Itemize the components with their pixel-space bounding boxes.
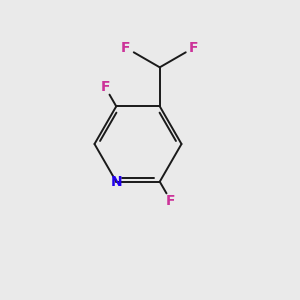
Text: F: F	[100, 80, 110, 94]
Text: F: F	[189, 41, 198, 55]
Text: F: F	[121, 41, 131, 55]
Text: N: N	[110, 175, 122, 189]
Text: F: F	[166, 194, 176, 208]
